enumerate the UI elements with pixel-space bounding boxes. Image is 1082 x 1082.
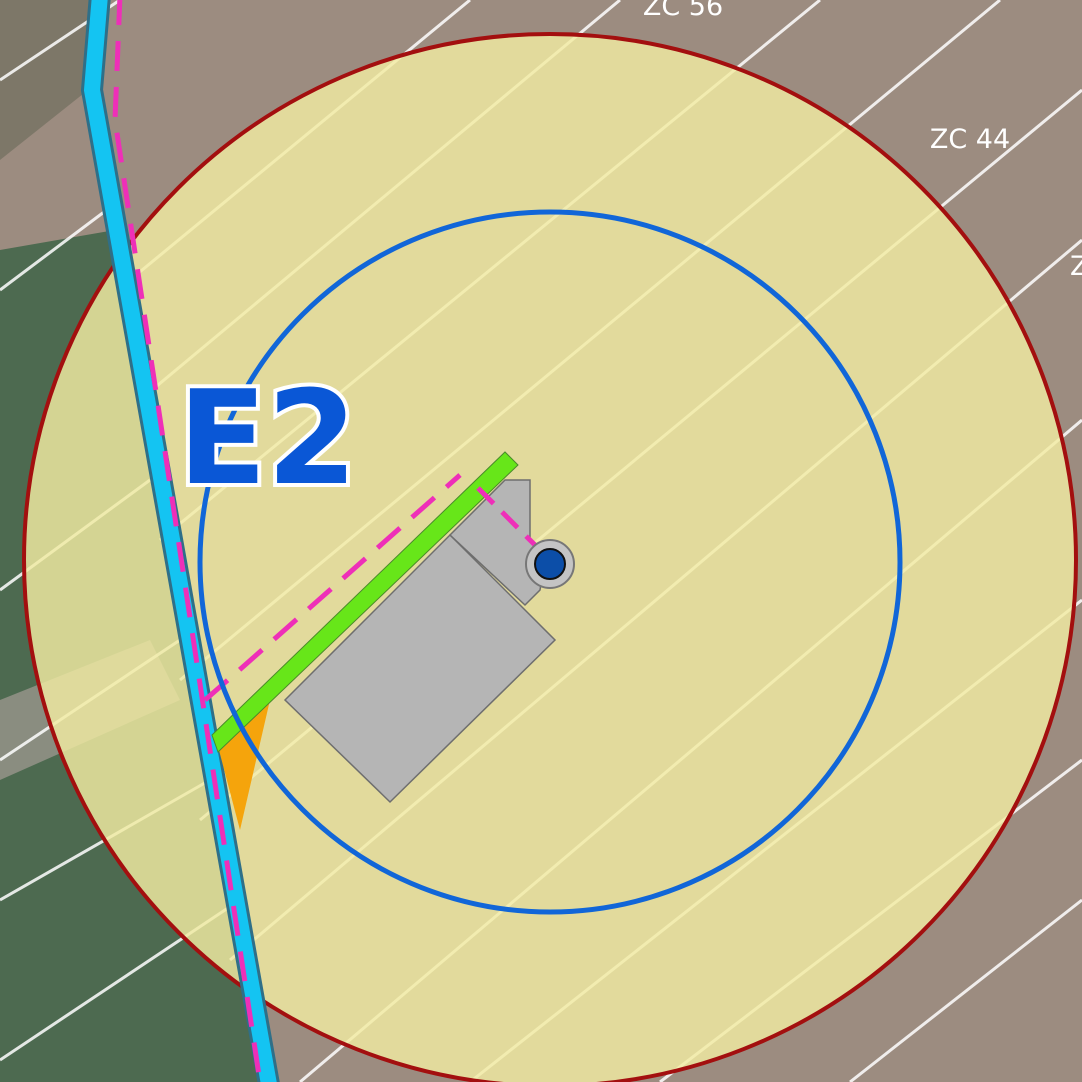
parcel-label: Z <box>1070 251 1082 282</box>
site-label: E2 <box>178 362 357 514</box>
parcel-label: ZC 56 <box>643 0 723 22</box>
parcel-label: ZC 44 <box>930 124 1010 155</box>
page: ZC 56 ZC 44 Z E2 (() => { const data = J… <box>0 0 1082 1082</box>
map: ZC 56 ZC 44 Z E2 <box>0 0 1082 1082</box>
source-point <box>535 549 565 579</box>
